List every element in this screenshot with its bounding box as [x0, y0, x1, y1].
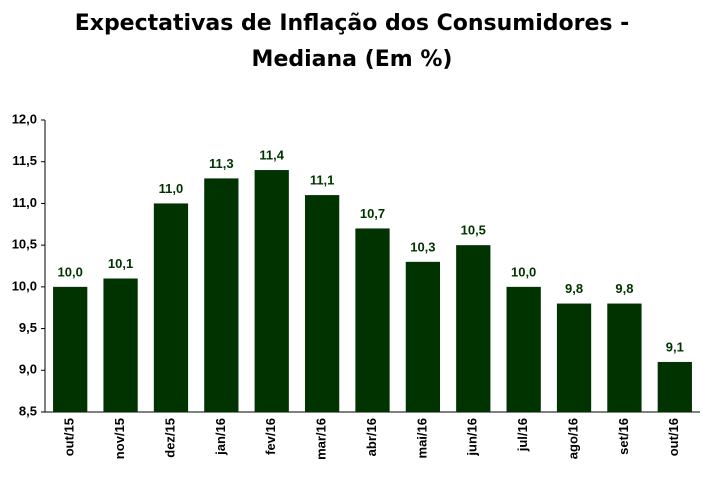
x-tick-label: out/16	[666, 418, 681, 456]
bar	[53, 286, 88, 412]
y-tick-label: 9,0	[19, 362, 37, 377]
y-tick-label: 11,0	[12, 195, 37, 210]
bar	[103, 278, 138, 412]
value-label: 10,5	[461, 223, 486, 238]
value-label: 9,1	[666, 339, 684, 354]
value-label: 10,1	[108, 256, 133, 271]
bar	[405, 261, 441, 412]
y-tick-label: 9,5	[19, 320, 37, 335]
x-tick-label: set/16	[616, 418, 631, 455]
value-label: 10,0	[511, 264, 536, 279]
y-tick-label: 8,5	[19, 403, 37, 418]
y-tick-label: 12,0	[12, 111, 37, 126]
y-tick-label: 11,5	[12, 153, 37, 168]
bar	[506, 286, 541, 412]
y-tick-label: 10,5	[12, 237, 37, 252]
x-tick-label: ago/16	[565, 418, 580, 459]
value-label: 9,8	[615, 281, 633, 296]
value-label: 10,0	[58, 264, 83, 279]
bar	[556, 303, 592, 412]
bar	[254, 170, 289, 412]
x-tick-label: jan/16	[213, 418, 228, 456]
y-tick-label: 10,0	[12, 278, 37, 293]
x-tick-label: fev/16	[263, 418, 278, 455]
value-label: 11,1	[310, 173, 335, 188]
value-label: 11,4	[259, 147, 284, 162]
value-label: 11,0	[159, 181, 184, 196]
bar	[204, 178, 239, 412]
x-tick-label: abr/16	[364, 418, 379, 456]
bar	[657, 361, 692, 412]
x-tick-label: jul/16	[515, 418, 530, 452]
x-tick-label: mai/16	[414, 418, 429, 458]
bar	[355, 228, 390, 412]
x-tick-label: jun/16	[465, 418, 480, 457]
x-tick-label: mar/16	[314, 418, 329, 460]
x-tick-label: out/15	[62, 418, 77, 456]
bar	[456, 245, 491, 412]
chart-title: Expectativas de Inflação dos Consumidore…	[75, 11, 630, 36]
value-label: 10,7	[360, 206, 385, 221]
bar	[153, 203, 189, 412]
x-tick-label: nov/15	[112, 418, 127, 459]
value-label: 9,8	[565, 281, 583, 296]
value-label: 10,3	[410, 239, 435, 254]
chart-title: Mediana (Em %)	[252, 47, 453, 72]
x-tick-label: dez/15	[162, 418, 177, 458]
value-label: 11,3	[209, 156, 234, 171]
bar	[607, 303, 642, 412]
bar	[304, 195, 340, 412]
